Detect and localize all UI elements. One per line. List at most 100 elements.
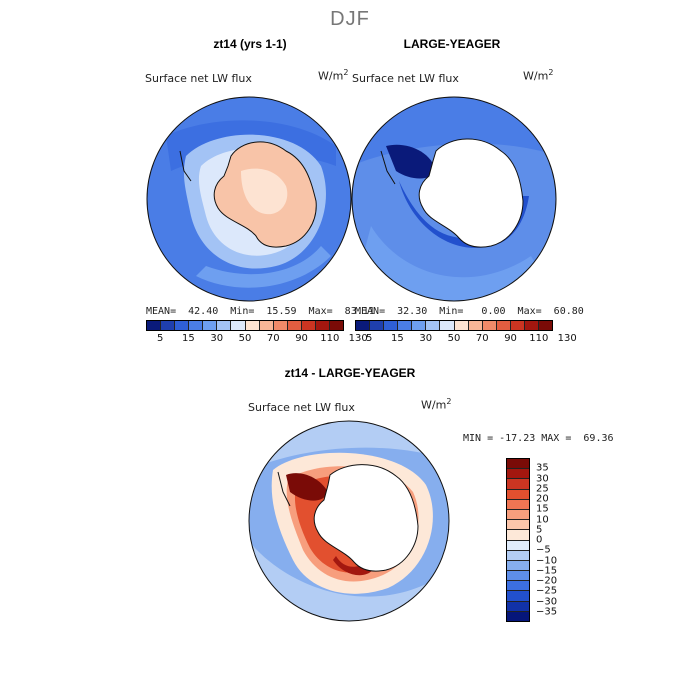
colorbar-diff-swatch [507, 520, 529, 531]
colorbar-swatch [496, 321, 511, 330]
colorbar-swatch [231, 321, 246, 330]
stats-left: MEAN= 42.40 Min= 15.59 Max= 83.11 [146, 306, 375, 317]
colorbar-tick-label: 130 [557, 333, 577, 344]
colorbar-swatch [398, 321, 413, 330]
colorbar-tick-label: 50 [447, 333, 461, 344]
units-diff-base: W/m [421, 398, 447, 412]
colorbar-tick-label: 50 [238, 333, 252, 344]
colorbar-diff-swatch [507, 489, 529, 500]
units-left-base: W/m [318, 69, 344, 83]
colorbar-swatch [426, 321, 441, 330]
colorbar-swatch [189, 321, 204, 330]
colorbar-diff-tick-label: −30 [536, 596, 558, 607]
colorbar-swatch [412, 321, 427, 330]
colorbar-diff-tick-label: −10 [536, 555, 558, 566]
polar-map-right [351, 96, 557, 302]
antarctica-diff [313, 464, 419, 572]
colorbar-diff-swatch [507, 530, 529, 541]
colorbar-swatch [384, 321, 399, 330]
map-border-left [146, 96, 352, 302]
colorbar-swatch [161, 321, 176, 330]
colorbar-diff-ticks: 35 30 25 20 15 10 5 0 −5 −10 −15 −20 −25 −30 −35 [536, 458, 576, 622]
colorbar-diff-swatch [507, 469, 529, 480]
colorbar-diff-swatch [507, 479, 529, 490]
colorbar-diff-tick-label: 5 [536, 524, 543, 536]
south-america-tip-right [380, 150, 396, 185]
stats-diff: MIN = -17.23 MAX = 69.36 [463, 433, 614, 444]
panel-title-left: zt14 (yrs 1-1) [213, 37, 287, 51]
colorbar-right: 5 15 30 50 70 90 110 130 [355, 320, 577, 352]
colorbar-swatch [175, 321, 190, 330]
colorbar-tick-label: 15 [391, 333, 404, 344]
units-right-base: W/m [523, 69, 549, 83]
colorbar-swatch [203, 321, 218, 330]
map-border-right [351, 96, 557, 302]
units-right: W/m2 [523, 68, 553, 83]
antarctica-right [418, 138, 524, 248]
units-diff: W/m2 [421, 397, 451, 412]
field-label-right: Surface net LW flux [352, 72, 459, 85]
colorbar-left-ticks: 5 15 30 50 70 90 110 130 [146, 331, 368, 347]
colorbar-diff-tick-label: 35 [536, 462, 549, 474]
colorbar-swatch [482, 321, 497, 330]
colorbar-diff-swatch [507, 601, 529, 612]
colorbar-diff [506, 458, 530, 622]
units-diff-exp: 2 [446, 397, 452, 406]
south-america-tip-left [179, 150, 192, 182]
colorbar-tick-label: 130 [348, 333, 368, 344]
colorbar-left-bar [146, 320, 344, 331]
colorbar-diff-swatch [507, 540, 529, 551]
colorbar-swatch [287, 321, 302, 330]
colorbar-diff-swatch [507, 509, 529, 521]
colorbar-swatch [273, 321, 288, 330]
field-label-left: Surface net LW flux [145, 72, 252, 85]
colorbar-tick-label: 5 [365, 333, 373, 344]
colorbar-diff-tick-label: 0 [536, 534, 543, 546]
ocean-band-right-b [352, 226, 556, 301]
panel-title-right: LARGE-YEAGER [403, 37, 501, 51]
colorbar-diff-swatch [507, 611, 529, 621]
colorbar-tick-label: 110 [320, 333, 340, 344]
polar-map-diff [248, 420, 450, 622]
colorbar-swatch [539, 321, 553, 330]
colorbar-swatch [330, 321, 344, 330]
colorbar-swatch [245, 321, 260, 330]
colorbar-tick-label: 30 [419, 333, 433, 344]
colorbar-swatch [510, 321, 525, 330]
ross-max-diff [333, 556, 373, 576]
colorbar-tick-label: 90 [295, 333, 308, 344]
colorbar-swatch [301, 321, 316, 330]
stats-right: MEAN= 32.30 Min= 0.00 Max= 60.80 [355, 306, 584, 317]
colorbar-swatch [217, 321, 232, 330]
colorbar-diff-tick-label: −25 [536, 585, 558, 597]
colorbar-swatch [315, 321, 331, 330]
colorbar-swatch [356, 321, 371, 330]
colorbar-diff-swatch [507, 591, 529, 602]
colorbar-swatch [259, 321, 274, 330]
colorbar-diff-tick-label: 10 [536, 514, 549, 525]
colorbar-tick-label: 15 [182, 333, 195, 344]
colorbar-swatch [440, 321, 455, 330]
colorbar-diff-swatch [507, 560, 529, 572]
colorbar-diff-tick-label: 15 [536, 503, 549, 515]
antarctica-interior-left [241, 168, 288, 215]
colorbar-diff-tick-label: 30 [536, 473, 549, 484]
colorbar-swatch [524, 321, 540, 330]
colorbar-swatch [468, 321, 483, 330]
colorbar-right-ticks: 5 15 30 50 70 90 110 130 [355, 331, 577, 347]
units-left-exp: 2 [343, 68, 349, 77]
colorbar-diff-swatch [507, 571, 529, 582]
units-right-exp: 2 [548, 68, 554, 77]
units-left: W/m2 [318, 68, 348, 83]
field-label-diff: Surface net LW flux [248, 401, 355, 414]
colorbar-swatch [370, 321, 385, 330]
colorbar-tick-label: 5 [156, 333, 164, 344]
colorbar-diff-tick-label: −15 [536, 565, 558, 577]
colorbar-diff-swatch [507, 550, 529, 561]
colorbar-swatch [454, 321, 469, 330]
colorbar-tick-label: 30 [210, 333, 224, 344]
colorbar-diff-tick-label: −35 [536, 606, 558, 618]
weddell-low-right [386, 144, 436, 179]
colorbar-left: 5 15 30 50 70 90 110 130 [146, 320, 368, 352]
